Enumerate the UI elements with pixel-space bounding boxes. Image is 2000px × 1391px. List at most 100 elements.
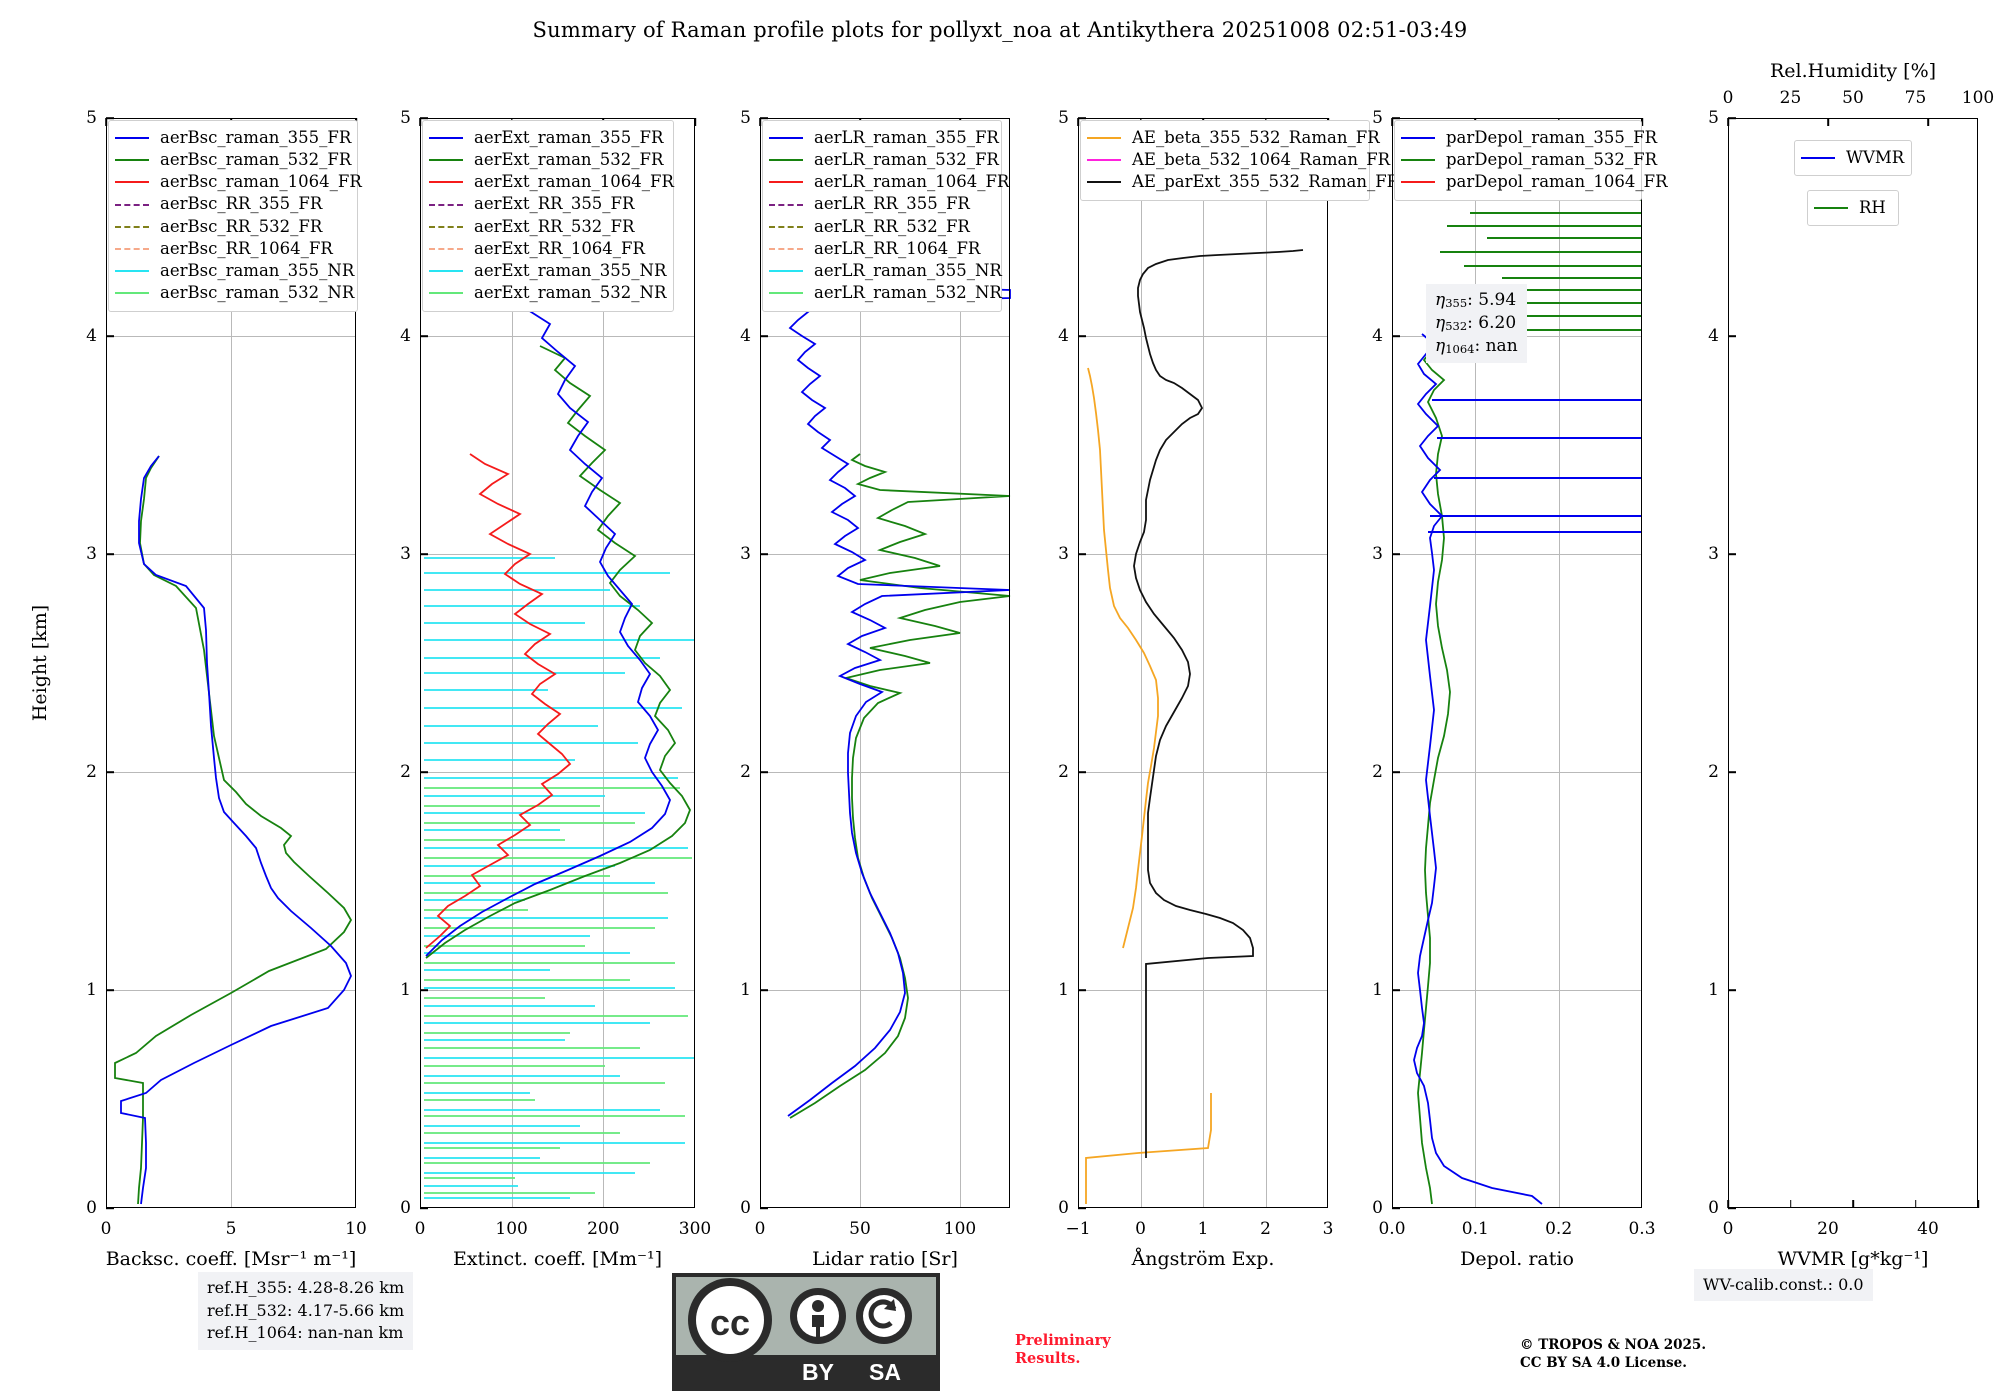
y-tick-1: 1 — [1058, 980, 1069, 1000]
legend-lidar-ratio[interactable]: aerLR_raman_355_FR aerLR_raman_532_FR ae… — [762, 120, 1009, 312]
cc-circle-icon: cc — [688, 1278, 772, 1362]
line-swatch-icon — [429, 181, 463, 184]
legend-angstrom[interactable]: AE_beta_355_532_Raman_FR AE_beta_532_106… — [1080, 120, 1399, 201]
cc-by-sa-badge[interactable]: cc BY SA — [672, 1273, 940, 1391]
x-axis-label-wvmr: WVMR [g*kg⁻¹] — [1777, 1248, 1929, 1270]
series-extinction — [424, 133, 695, 1199]
top-tick-rh-1: 25 — [1779, 88, 1802, 108]
legend-item[interactable]: aerBsc_raman_532_NR — [115, 282, 354, 304]
line-swatch-icon — [429, 225, 463, 228]
legend-item[interactable]: aerBsc_raman_355_FR — [115, 127, 351, 149]
eta-annotation: η355: 5.94 η532: 6.20 η1064: nan — [1426, 284, 1527, 364]
legend-wvmr[interactable]: WVMR — [1794, 140, 1912, 177]
legend-item[interactable]: aerBsc_raman_532_FR — [115, 149, 351, 171]
line-swatch-icon — [115, 181, 149, 184]
line-swatch-icon — [429, 248, 463, 251]
eta-row: η355: 5.94 — [1435, 290, 1517, 310]
legend-item[interactable]: aerBsc_raman_1064_FR — [115, 171, 362, 193]
legend-item[interactable]: AE_beta_532_1064_Raman_FR — [1087, 149, 1390, 171]
y-tick-3: 3 — [86, 544, 97, 564]
reference-height-annotation: ref.H_355: 4.28-8.26 km ref.H_532: 4.17-… — [198, 1272, 414, 1351]
wv-calib-annotation: WV-calib.const.: 0.0 — [1694, 1269, 1873, 1301]
legend-item[interactable]: aerExt_raman_532_FR — [429, 149, 665, 171]
legend-item[interactable]: aerExt_raman_355_NR — [429, 260, 666, 282]
line-swatch-icon — [115, 225, 149, 228]
legend-item[interactable]: aerExt_raman_532_NR — [429, 282, 666, 304]
legend-item[interactable]: aerBsc_RR_532_FR — [115, 216, 349, 238]
y-tick-0: 0 — [1058, 1198, 1069, 1218]
x-axis-label-angstrom: Ångström Exp. — [1131, 1248, 1275, 1270]
series-backscatter — [114, 455, 353, 1205]
legend-item[interactable]: AE_parExt_355_532_Raman_FR — [1087, 171, 1399, 193]
legend-item[interactable]: parDepol_raman_1064_FR — [1401, 171, 1668, 193]
legend-item[interactable]: aerExt_RR_1064_FR — [429, 238, 665, 260]
legend-item[interactable]: aerLR_raman_355_NR — [769, 260, 1002, 282]
series-lidar-ratio — [786, 277, 1011, 1119]
line-swatch-icon — [115, 203, 149, 206]
legend-item[interactable]: aerExt_RR_355_FR — [429, 194, 665, 216]
legend-depolarization[interactable]: parDepol_raman_355_FR parDepol_raman_532… — [1394, 120, 1668, 201]
legend-item[interactable]: aerLR_raman_355_FR — [769, 127, 999, 149]
line-swatch-icon — [769, 225, 803, 228]
legend-item[interactable]: aerBsc_raman_355_NR — [115, 260, 354, 282]
y-tick-1: 1 — [1708, 980, 1719, 1000]
axes-frame-angstrom — [1078, 118, 1328, 1208]
panel-depolarization: 0 1 2 3 4 5 0.0 0.1 0.2 0.3 Depol. ratio… — [1372, 108, 1668, 1270]
y-tick-3: 3 — [1708, 544, 1719, 564]
y-tick-3: 3 — [400, 544, 411, 564]
y-tick-5: 5 — [400, 108, 411, 128]
legend-item[interactable]: WVMR — [1801, 147, 1904, 169]
legend-backscatter[interactable]: aerBsc_raman_355_FR aerBsc_raman_532_FR … — [108, 120, 362, 312]
line-swatch-icon — [769, 159, 803, 162]
line-swatch-icon — [769, 203, 803, 206]
x-tick-wvmr-0: 0 — [1722, 1219, 1734, 1239]
y-tick-4: 4 — [1058, 326, 1069, 346]
legend-item[interactable]: aerLR_RR_532_FR — [769, 216, 993, 238]
panel-backscatter: 0 1 2 3 4 5 0 5 10 Backsc. coeff. [Msr⁻¹… — [86, 108, 367, 1270]
legend-item[interactable]: aerBsc_RR_1064_FR — [115, 238, 349, 260]
line-swatch-icon — [115, 292, 149, 295]
legend-item[interactable]: aerExt_raman_1064_FR — [429, 171, 674, 193]
y-tick-5: 5 — [86, 108, 97, 128]
legend-item[interactable]: parDepol_raman_355_FR — [1401, 127, 1657, 149]
legend-rh[interactable]: RH — [1807, 190, 1899, 227]
legend-item[interactable]: AE_beta_355_532_Raman_FR — [1087, 127, 1380, 149]
y-tick-3: 3 — [740, 544, 751, 564]
y-tick-5: 5 — [1372, 108, 1383, 128]
line-swatch-icon — [115, 159, 149, 162]
y-tick-4: 4 — [740, 326, 751, 346]
x-tick-bsc-2: 10 — [345, 1219, 367, 1239]
legend-item[interactable]: aerLR_raman_1064_FR — [769, 171, 1009, 193]
series-angstrom — [1085, 249, 1304, 1204]
copyright-note: © TROPOS & NOA 2025. CC BY SA 4.0 Licens… — [1520, 1337, 1706, 1372]
y-tick-2: 2 — [1058, 762, 1069, 782]
preliminary-line-2: Results. — [1015, 1350, 1081, 1368]
line-swatch-icon — [429, 203, 463, 206]
x-tick-ext-0: 0 — [414, 1219, 426, 1239]
panel-wvmr: 0 1 2 3 4 5 0 20 40 WVMR [g*kg⁻¹] 0 25 5… — [1708, 60, 1994, 1270]
legend-item[interactable]: aerBsc_RR_355_FR — [115, 194, 349, 216]
line-swatch-icon — [115, 270, 149, 273]
legend-item[interactable]: parDepol_raman_532_FR — [1401, 149, 1657, 171]
legend-extinction[interactable]: aerExt_raman_355_FR aerExt_raman_532_FR … — [422, 120, 674, 312]
legend-item[interactable]: aerExt_RR_532_FR — [429, 216, 665, 238]
y-tick-0: 0 — [1708, 1198, 1719, 1218]
y-tick-2: 2 — [1708, 762, 1719, 782]
x-tick-ae-1: 0 — [1135, 1219, 1146, 1239]
top-tick-rh-0: 0 — [1722, 88, 1734, 108]
preliminary-line-1: Preliminary — [1015, 1332, 1111, 1349]
legend-item[interactable]: aerLR_RR_1064_FR — [769, 238, 993, 260]
legend-item[interactable]: aerLR_RR_355_FR — [769, 194, 993, 216]
legend-item[interactable]: aerExt_raman_355_FR — [429, 127, 665, 149]
legend-item[interactable]: aerLR_raman_532_FR — [769, 149, 999, 171]
top-tick-rh-4: 100 — [1961, 88, 1995, 108]
line-swatch-icon — [1087, 137, 1121, 140]
y-tick-0: 0 — [740, 1198, 751, 1218]
copyright-line-2: CC BY SA 4.0 License. — [1520, 1354, 1687, 1371]
legend-item[interactable]: RH — [1814, 197, 1890, 219]
badge-sa-label: SA — [869, 1359, 901, 1385]
eta-row: η1064: nan — [1435, 336, 1518, 357]
gridlines-angstrom — [1078, 118, 1328, 1208]
legend-item[interactable]: aerLR_raman_532_NR — [769, 282, 1002, 304]
y-tick-4: 4 — [1372, 326, 1383, 346]
